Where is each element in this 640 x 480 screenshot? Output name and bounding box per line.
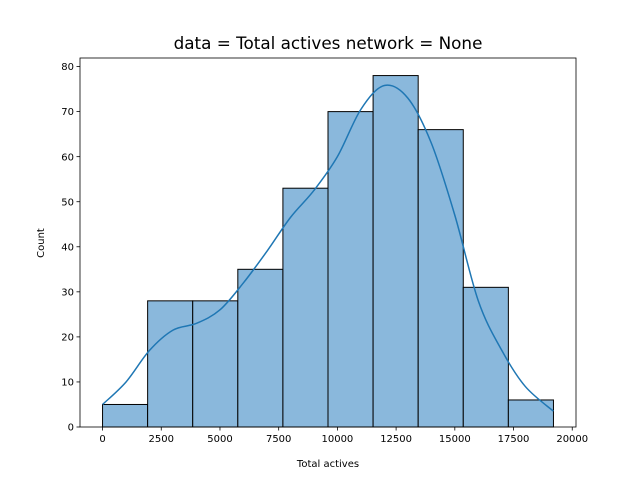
y-tick-label: 70 <box>61 107 74 118</box>
histogram-bar <box>147 300 194 428</box>
chart-title: data = Total actives network = None <box>174 33 483 53</box>
x-tick-label: 17500 <box>498 434 530 445</box>
y-axis-label: Count <box>36 228 47 258</box>
x-tick-label: 15000 <box>439 434 471 445</box>
histogram-bar <box>507 399 554 428</box>
x-tick-label: 0 <box>99 434 105 445</box>
histogram-bar <box>192 300 239 428</box>
histogram-bar <box>417 129 464 428</box>
x-tick-label: 20000 <box>556 434 588 445</box>
x-axis-label: Total actives <box>296 459 359 470</box>
histogram-bar <box>237 268 284 428</box>
kde-curve <box>102 84 554 412</box>
y-tick-label: 20 <box>61 332 74 343</box>
plot-frame <box>79 57 577 428</box>
x-tick-label: 2500 <box>149 434 174 445</box>
y-tick-label: 10 <box>61 378 74 389</box>
histogram-bar <box>372 75 419 428</box>
y-tick-label: 50 <box>61 197 74 208</box>
histogram-bar <box>282 187 329 428</box>
histogram-bars <box>102 75 554 428</box>
y-tick-label: 30 <box>61 287 74 298</box>
histogram-bar <box>327 111 374 428</box>
histogram-bar <box>462 286 509 428</box>
histogram-bar <box>102 403 149 428</box>
y-tick-label: 80 <box>61 62 74 73</box>
y-tick-label: 60 <box>61 152 74 163</box>
x-tick-label: 10000 <box>321 434 353 445</box>
x-axis: 0 2500 5000 7500 10000 12500 15000 17500 20000 <box>99 427 588 445</box>
x-tick-label: 7500 <box>266 434 291 445</box>
x-tick-label: 12500 <box>380 434 412 445</box>
y-axis: 0 10 20 30 40 50 60 70 80 <box>61 62 80 434</box>
y-tick-label: 0 <box>68 423 74 434</box>
y-tick-label: 40 <box>61 242 74 253</box>
x-tick-label: 5000 <box>207 434 232 445</box>
